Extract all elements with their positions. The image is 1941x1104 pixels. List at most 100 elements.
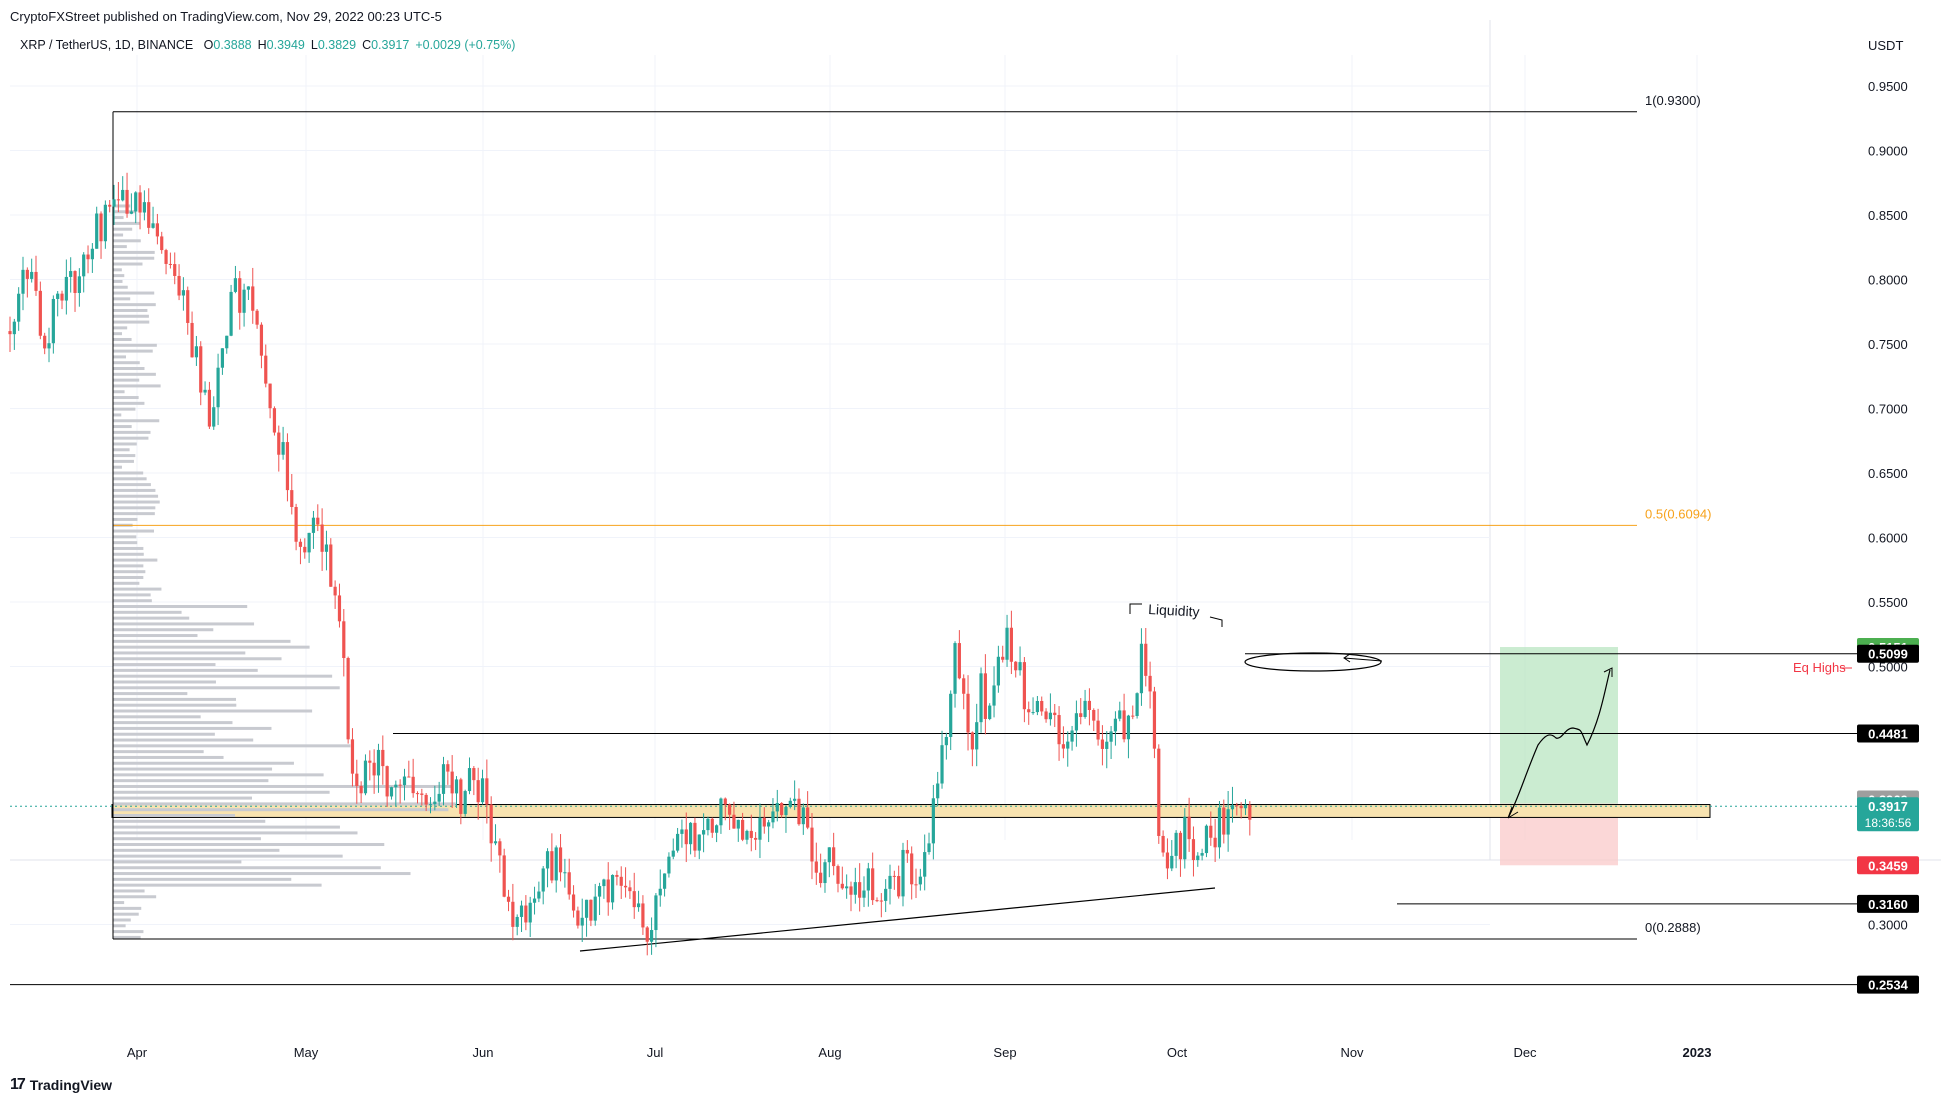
price-tag-value: 0.3459 — [1868, 858, 1908, 873]
zones — [111, 647, 1711, 866]
candle-body — [949, 693, 953, 737]
target-zone — [1500, 647, 1618, 804]
candle-body — [602, 879, 606, 887]
candle-body — [1196, 855, 1200, 861]
candle-body — [975, 722, 979, 750]
volume-profile-bar — [113, 715, 201, 719]
candle-body — [702, 830, 706, 835]
price-tag-value: 0.2534 — [1868, 978, 1909, 993]
volume-profile-bar — [113, 616, 190, 620]
price-tag-value: 0.3160 — [1868, 897, 1908, 912]
volume-profile-bar — [113, 738, 254, 742]
candle-body — [1135, 693, 1139, 716]
candle-body — [372, 762, 376, 776]
volume-profile-bar — [113, 343, 157, 347]
candle-body — [1079, 713, 1083, 717]
candle-body — [862, 890, 866, 898]
candle-body — [181, 290, 185, 296]
candle-body — [229, 291, 233, 336]
candle-body — [90, 248, 94, 260]
volume-profile-bar — [113, 784, 453, 788]
candle-body — [550, 851, 554, 881]
candle-body — [1035, 700, 1039, 713]
candle-body — [710, 818, 714, 833]
candle-body — [463, 791, 467, 814]
candle-body — [277, 432, 281, 455]
volume-profile-bar — [113, 285, 128, 289]
candle-body — [962, 678, 966, 694]
candle-body — [983, 673, 987, 719]
candle-body — [233, 278, 238, 292]
candle-body — [636, 903, 641, 908]
candle-body — [528, 902, 532, 923]
volume-profile-bar — [113, 221, 141, 225]
volume-profile-bar — [113, 877, 292, 881]
candle-body — [77, 276, 81, 293]
candle-body — [376, 749, 381, 776]
volume-profile-bar — [113, 837, 261, 841]
ohlc-key: H — [257, 38, 267, 52]
candle-body — [784, 806, 788, 816]
candle-body — [1174, 832, 1178, 856]
volume-profile-bar — [113, 401, 145, 405]
candle-body — [806, 807, 810, 828]
tradingview-logo[interactable]: 17 TradingView — [10, 1076, 112, 1094]
candle-body — [693, 822, 697, 851]
candle-body — [524, 905, 528, 923]
volume-profile-bar — [113, 367, 145, 371]
volume-profile-bar — [113, 535, 137, 539]
volume-profile-bar — [113, 581, 140, 585]
volume-profile-bar — [113, 813, 236, 817]
candle-body — [671, 850, 675, 857]
price-tag — [1857, 856, 1919, 875]
candle-body — [788, 800, 792, 807]
candle-body — [95, 213, 99, 249]
price-tag — [1857, 724, 1919, 743]
candle-body — [407, 776, 411, 778]
candle-body — [155, 223, 159, 237]
candle-body — [433, 801, 437, 805]
candle-body — [1092, 709, 1096, 721]
fib-level-label: 1(0.9300) — [1645, 93, 1701, 108]
volume-profile-bar — [113, 703, 237, 707]
candle-body — [138, 192, 142, 213]
candle-body — [571, 894, 576, 911]
candle-body — [43, 335, 47, 349]
candle-body — [493, 841, 498, 844]
x-tick-label: Oct — [1167, 1045, 1188, 1060]
candle-body — [888, 875, 892, 889]
volume-profile-bar — [113, 332, 122, 336]
candle-body — [398, 784, 402, 786]
candle-body — [355, 773, 359, 786]
candle-body — [147, 202, 151, 228]
price-tag-value: 0.4481 — [1868, 726, 1908, 741]
liquidity-label: Liquidity — [1148, 601, 1200, 620]
volume-profile-bar — [113, 349, 153, 353]
candle-body — [1235, 805, 1239, 807]
candle-body — [129, 211, 133, 214]
candle-body — [264, 355, 268, 384]
candle-body — [649, 930, 654, 942]
candle-body — [754, 837, 758, 840]
y-tick-label: 0.9500 — [1868, 79, 1908, 94]
liquidity-bracket-left — [1129, 603, 1142, 614]
volume-profile-bar — [113, 645, 310, 649]
volume-profile — [113, 204, 456, 939]
volume-profile-bar — [113, 732, 215, 736]
y-tick-label: 0.3000 — [1868, 918, 1908, 933]
volume-profile-bar — [113, 819, 266, 823]
symbol-ohlc-line: XRP / TetherUS, 1D, BINANCE O0.3888 H0.39… — [20, 38, 521, 52]
levels: 1(0.9300) 0.5(0.6094) 0(0.2888) — [10, 93, 1860, 986]
candle-body — [47, 343, 51, 349]
volume-profile-bar — [113, 901, 125, 905]
candle-body — [619, 876, 623, 886]
candle-body — [866, 868, 870, 891]
volume-profile-bar — [113, 825, 340, 829]
volume-profile-bar — [113, 854, 343, 858]
candle-body — [251, 286, 255, 311]
candle-body — [459, 779, 463, 814]
volume-profile-bar — [113, 250, 155, 254]
candle-body — [927, 843, 931, 853]
candle-body — [329, 544, 333, 587]
